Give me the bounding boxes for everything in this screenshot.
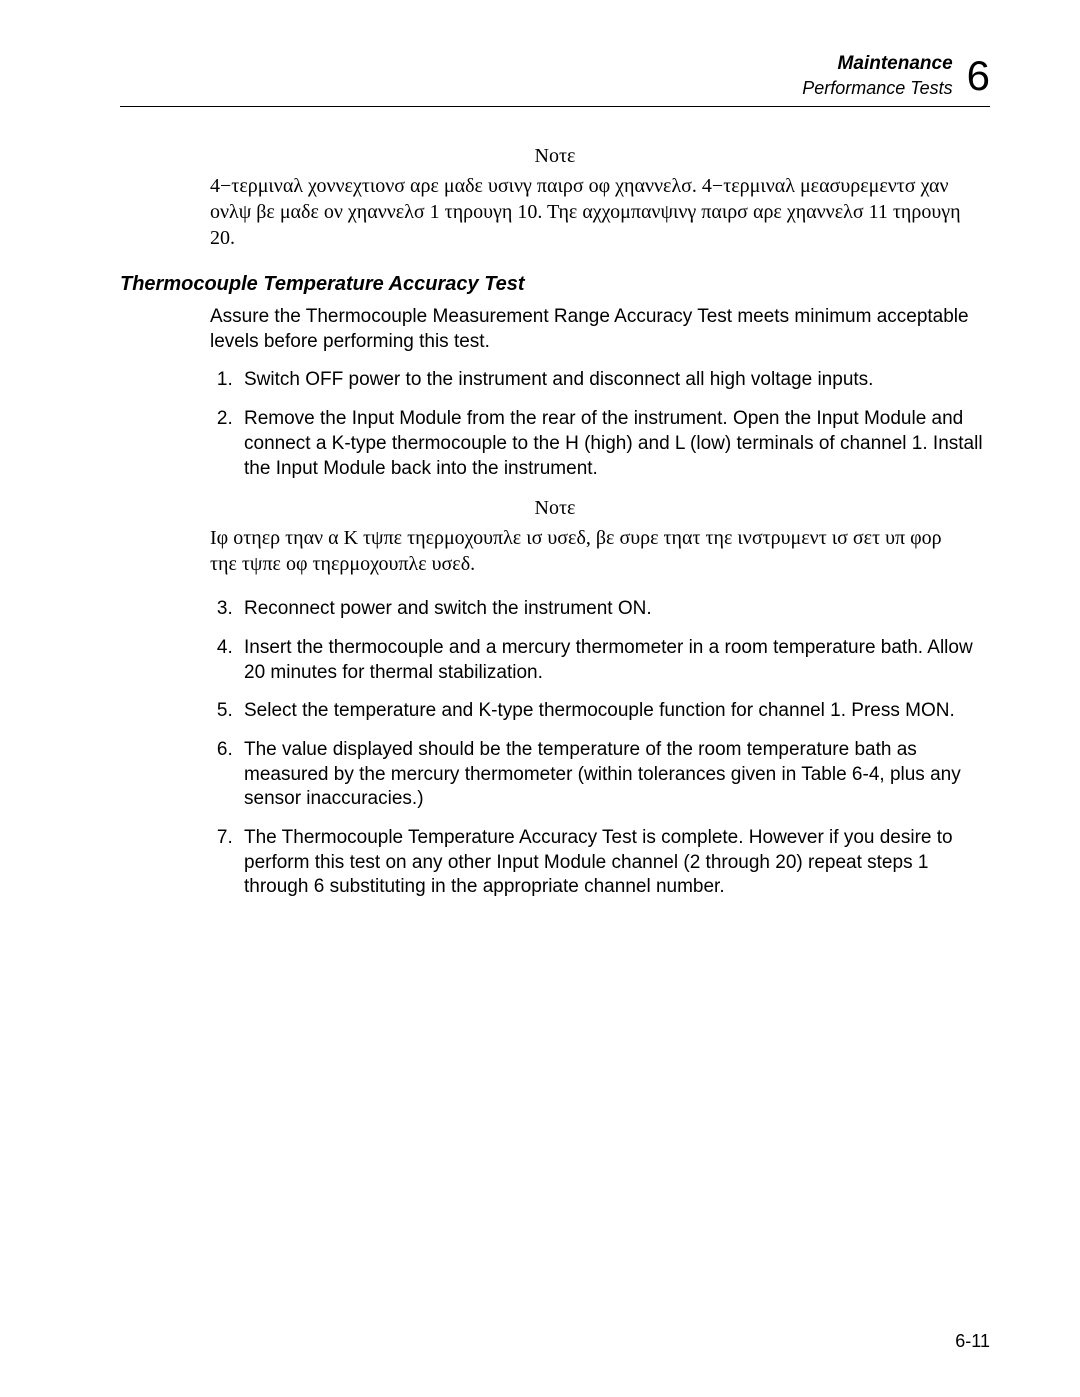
step-5: Select the temperature and K-type thermo… xyxy=(238,699,990,724)
page-number: 6-11 xyxy=(955,1330,990,1353)
header-subtitle: Performance Tests xyxy=(802,77,952,100)
step-4: Insert the thermocouple and a mercury th… xyxy=(238,636,990,685)
chapter-number: 6 xyxy=(967,55,990,97)
note-body-1: 4−τερμιναλ χοννεχτιονσ αρε μαδε υσινγ πα… xyxy=(210,173,970,251)
steps-list-b: Reconnect power and switch the instrumen… xyxy=(210,597,990,900)
step-6: The value displayed should be the temper… xyxy=(238,738,990,812)
step-2: Remove the Input Module from the rear of… xyxy=(238,407,990,481)
page-header: Maintenance Performance Tests 6 xyxy=(120,52,990,100)
note-heading-1: Νοτε xyxy=(120,143,990,169)
step-1: Switch OFF power to the instrument and d… xyxy=(238,368,990,393)
section-title: Thermocouple Temperature Accuracy Test xyxy=(120,271,990,297)
header-line: Maintenance Performance Tests 6 xyxy=(120,52,990,100)
header-title: Maintenance xyxy=(802,52,952,77)
note-block-1: Νοτε 4−τερμιναλ χοννεχτιονσ αρε μαδε υσι… xyxy=(120,143,990,251)
note-block-2: Νοτε Ιφ οτηερ τηαν α Κ τψπε τηερμοχουπλε… xyxy=(120,495,990,577)
steps-list-a: Switch OFF power to the instrument and d… xyxy=(210,368,990,481)
section-intro: Assure the Thermocouple Measurement Rang… xyxy=(210,305,990,354)
header-rule xyxy=(120,106,990,107)
step-3: Reconnect power and switch the instrumen… xyxy=(238,597,990,622)
note-body-2: Ιφ οτηερ τηαν α Κ τψπε τηερμοχουπλε ισ υ… xyxy=(210,525,970,577)
step-7: The Thermocouple Temperature Accuracy Te… xyxy=(238,826,990,900)
note-heading-2: Νοτε xyxy=(120,495,990,521)
header-text-block: Maintenance Performance Tests xyxy=(802,52,952,100)
